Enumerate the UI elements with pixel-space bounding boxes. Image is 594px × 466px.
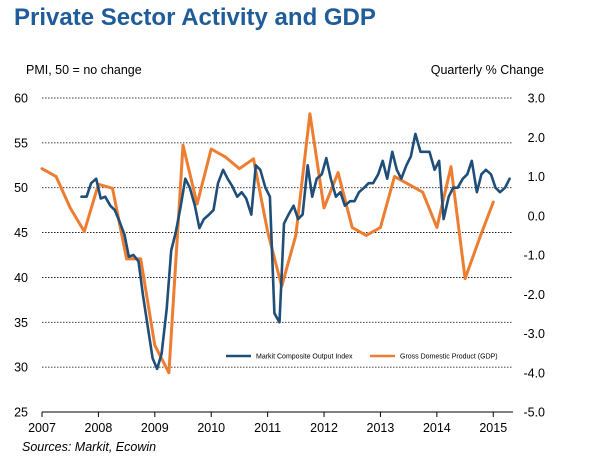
left-axis-ticks: 25 30 35 40 45 50 55 60 bbox=[14, 92, 28, 420]
right-tick-label: -5.0 bbox=[523, 406, 545, 420]
x-tick-label: 2013 bbox=[367, 421, 395, 435]
x-tick-label: 2008 bbox=[85, 421, 113, 435]
right-tick-label: 1.0 bbox=[528, 170, 545, 184]
legend-label-pmi: Markit Composite Output Index bbox=[256, 354, 353, 361]
x-tick-label: 2014 bbox=[423, 421, 451, 435]
left-tick-label: 30 bbox=[14, 361, 28, 375]
legend: Markit Composite Output Index Gross Domes… bbox=[226, 354, 498, 361]
left-tick-label: 25 bbox=[14, 406, 28, 420]
right-tick-label: -3.0 bbox=[523, 327, 545, 341]
right-tick-label: 3.0 bbox=[528, 92, 545, 106]
x-tick-label: 2009 bbox=[141, 421, 169, 435]
x-tick-label: 2007 bbox=[28, 421, 56, 435]
right-tick-label: 0.0 bbox=[528, 209, 545, 223]
left-tick-label: 40 bbox=[14, 271, 28, 285]
left-tick-label: 45 bbox=[14, 226, 28, 240]
x-tick-label: 2011 bbox=[254, 421, 281, 435]
right-tick-label: -2.0 bbox=[523, 288, 545, 302]
x-tick-label: 2010 bbox=[197, 421, 225, 435]
right-tick-label: -1.0 bbox=[523, 249, 545, 263]
left-tick-label: 35 bbox=[14, 316, 28, 330]
gdp-series-line bbox=[40, 112, 495, 375]
x-axis: 2007 2008 2009 2010 2011 2012 2013 2014 2015 bbox=[28, 412, 507, 435]
legend-label-gdp: Gross Domestic Product (GDP) bbox=[400, 354, 498, 361]
right-axis-label: Quarterly % Change bbox=[430, 63, 544, 77]
left-tick-label: 55 bbox=[14, 136, 28, 150]
chart-title: Private Sector Activity and GDP bbox=[14, 4, 376, 31]
x-tick-label: 2015 bbox=[479, 421, 507, 435]
right-tick-label: -4.0 bbox=[523, 366, 545, 380]
left-tick-label: 50 bbox=[14, 181, 28, 195]
source-note: Sources: Markit, Ecowin bbox=[22, 440, 157, 454]
left-axis-label: PMI, 50 = no change bbox=[26, 63, 142, 77]
pmi-series-line bbox=[80, 132, 511, 371]
grid-lines bbox=[42, 97, 513, 413]
right-tick-label: 2.0 bbox=[528, 131, 545, 145]
right-axis-ticks: -5.0 -4.0 -3.0 -2.0 -1.0 0.0 1.0 2.0 3.0 bbox=[523, 92, 545, 420]
x-tick-label: 2012 bbox=[310, 421, 338, 435]
series-lines bbox=[40, 112, 511, 375]
left-tick-label: 60 bbox=[14, 92, 28, 106]
